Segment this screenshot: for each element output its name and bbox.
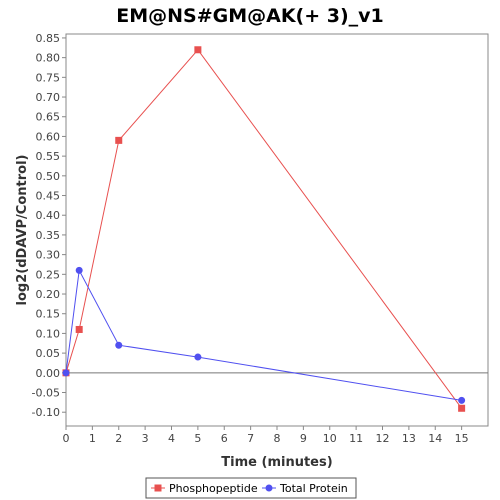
plot-area — [65, 33, 489, 427]
x-tick-label: 5 — [194, 432, 201, 445]
x-tick-label: 10 — [323, 432, 337, 445]
phosphopeptide-point — [458, 404, 466, 412]
y-tick-label: 0.55 — [36, 150, 61, 163]
phosphopeptide-point — [194, 46, 202, 54]
x-tick-label: 2 — [115, 432, 122, 445]
x-axis-ticks: 0 1 2 3 4 5 6 7 8 9 10 11 12 13 14 15 — [63, 426, 469, 445]
y-tick-label: 0.80 — [36, 52, 61, 65]
legend: Phosphopeptide Total Protein — [145, 477, 357, 499]
y-tick-label: 0.25 — [36, 268, 61, 281]
y-tick-label: 0.50 — [36, 170, 61, 183]
y-tick-label: 0.65 — [36, 111, 61, 124]
x-tick-label: 12 — [376, 432, 390, 445]
x-tick-label: 8 — [274, 432, 281, 445]
y-tick-label: -0.10 — [32, 406, 60, 419]
legend-total-protein-label: Total Protein — [279, 482, 348, 495]
y-tick-label: 0.30 — [36, 249, 61, 262]
x-tick-label: 0 — [63, 432, 70, 445]
y-tick-label: 0.40 — [36, 209, 61, 222]
x-axis-label: Time (minutes) — [221, 455, 332, 470]
y-tick-label: 0.00 — [36, 367, 61, 380]
total-protein-point — [62, 369, 70, 377]
x-tick-label: 3 — [142, 432, 149, 445]
phosphopeptide-point — [115, 136, 123, 144]
x-tick-label: 14 — [428, 432, 442, 445]
phosphopeptide-point — [75, 325, 83, 333]
total-protein-point — [115, 341, 123, 349]
chart-title: EM@NS#GM@AK(+ 3)_v1 — [116, 5, 384, 27]
y-tick-label: 0.60 — [36, 130, 61, 143]
legend-phosphopeptide-label: Phosphopeptide — [169, 482, 258, 495]
x-tick-label: 15 — [455, 432, 469, 445]
x-tick-label: 11 — [349, 432, 363, 445]
y-tick-label: 0.15 — [36, 308, 61, 321]
y-tick-label: 0.20 — [36, 288, 61, 301]
y-tick-label: 0.75 — [36, 71, 61, 84]
y-tick-label: -0.05 — [32, 387, 60, 400]
legend-phosphopeptide-marker — [154, 484, 162, 492]
x-tick-label: 13 — [402, 432, 416, 445]
y-tick-label: 0.85 — [36, 32, 61, 45]
total-protein-point — [75, 266, 83, 274]
y-tick-label: 0.10 — [36, 327, 61, 340]
legend-items: Phosphopeptide Total Protein — [151, 482, 348, 495]
x-tick-label: 1 — [89, 432, 96, 445]
x-tick-label: 7 — [247, 432, 254, 445]
total-protein-point — [458, 396, 466, 404]
series-group — [62, 46, 466, 412]
x-tick-label: 9 — [300, 432, 307, 445]
y-axis-label: log2(dDAVP/Control) — [15, 155, 30, 306]
legend-box — [145, 477, 357, 499]
y-axis-ticks: -0.10 -0.05 0.00 0.05 0.10 0.15 0.20 0.25 0.30 0.… — [32, 32, 66, 419]
legend-total-protein-marker — [265, 484, 273, 492]
y-tick-label: 0.05 — [36, 347, 61, 360]
y-tick-label: 0.70 — [36, 91, 61, 104]
total-protein-point — [194, 353, 202, 361]
x-tick-label: 4 — [168, 432, 175, 445]
x-tick-label: 6 — [221, 432, 228, 445]
y-tick-label: 0.45 — [36, 190, 61, 203]
y-tick-label: 0.35 — [36, 229, 61, 242]
